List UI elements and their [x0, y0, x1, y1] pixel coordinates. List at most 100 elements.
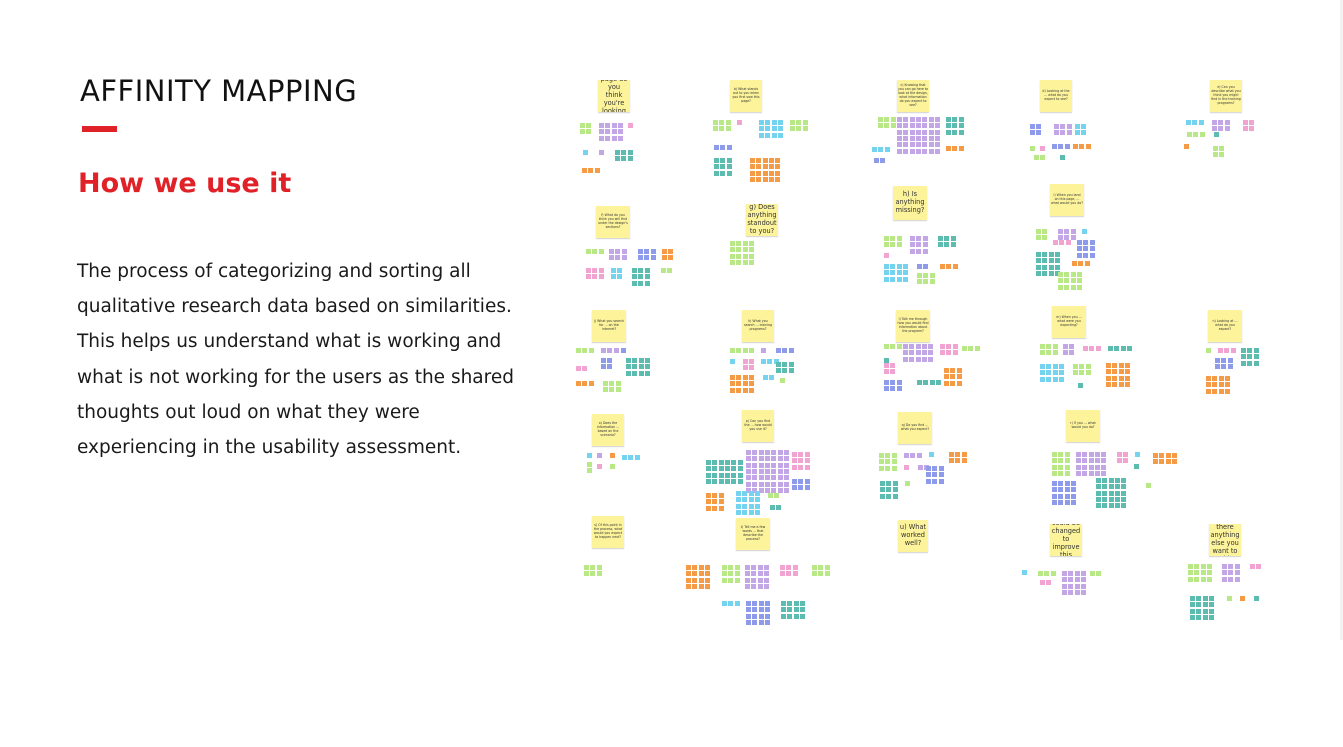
sticky-note: [885, 459, 891, 465]
sticky-note: [692, 571, 698, 577]
sticky-note: [1102, 484, 1108, 490]
sticky-note: [628, 455, 634, 460]
sticky-note: [1202, 608, 1208, 614]
sticky-note: [1040, 370, 1045, 376]
sticky-note: [742, 509, 748, 515]
question-note: q) Do you find ... what you expect?: [898, 412, 932, 444]
sticky-note: [749, 359, 755, 364]
sticky-note: [748, 381, 754, 387]
sticky-note: [1088, 452, 1094, 457]
sticky-note: [615, 156, 620, 162]
sticky-note: [720, 170, 726, 176]
sticky-note: [1228, 576, 1234, 582]
sticky-note: [1064, 235, 1070, 241]
sticky-note: [929, 273, 935, 278]
sticky-note: [932, 472, 938, 478]
sticky-note: [952, 117, 958, 122]
sticky-note: [1124, 363, 1130, 368]
sticky-note: [938, 478, 944, 484]
sticky-note: [1082, 470, 1088, 476]
sticky-note: [1194, 564, 1200, 569]
sticky-note: [1077, 252, 1082, 258]
sticky-note: [1064, 144, 1070, 149]
sticky-note: [775, 158, 781, 163]
sticky-note: [1068, 583, 1074, 589]
sticky-note: [752, 601, 758, 606]
sticky-note: [1241, 348, 1246, 353]
sticky-note: [582, 366, 588, 371]
sticky-note: [1042, 264, 1048, 270]
sticky-note: [777, 487, 783, 493]
sticky-note: [746, 456, 751, 462]
sticky-note: [1030, 130, 1035, 136]
sticky-note: [771, 450, 777, 455]
sticky-note: [1058, 481, 1064, 486]
sticky-note: [940, 350, 945, 356]
sticky-note: [1212, 120, 1217, 125]
sticky-note: [896, 264, 902, 269]
sticky-note: [955, 458, 961, 464]
sticky-note: [764, 619, 770, 625]
sticky-note: [884, 363, 889, 368]
sticky-note: [746, 607, 751, 613]
sticky-note: [638, 370, 644, 376]
sticky-note: [780, 571, 785, 577]
sticky-note: [1040, 580, 1045, 585]
sticky-note: [1218, 120, 1224, 125]
sticky-note: [890, 242, 896, 248]
sticky-note: [638, 274, 644, 280]
sticky-note: [1253, 348, 1259, 353]
sticky-note: [609, 249, 614, 254]
sticky-note: [1052, 350, 1058, 356]
sticky-note: [1112, 375, 1118, 381]
sticky-note: [768, 493, 773, 498]
sticky-note: [1070, 235, 1076, 241]
sticky-note: [922, 236, 928, 241]
sticky-note: [1058, 499, 1064, 505]
sticky-note: [1052, 144, 1057, 149]
sticky-note: [1206, 576, 1212, 582]
sticky-note: [1121, 478, 1127, 483]
sticky-note: [588, 381, 594, 386]
sticky-note: [1070, 499, 1076, 505]
sticky-note: [1228, 564, 1234, 569]
sticky-note: [928, 350, 934, 356]
sticky-note: [922, 129, 928, 135]
sticky-note: [1208, 608, 1214, 614]
sticky-note: [1078, 383, 1083, 388]
sticky-note: [773, 359, 779, 364]
sticky-note: [783, 468, 789, 474]
sticky-note: [950, 242, 956, 248]
sticky-note: [752, 462, 758, 468]
sticky-note: [786, 565, 792, 570]
sticky-note: [1114, 346, 1120, 351]
sticky-note: [1066, 130, 1072, 136]
sticky-note: [632, 358, 638, 363]
sticky-note: [799, 607, 805, 613]
sticky-note: [1058, 364, 1064, 369]
sticky-note: [938, 242, 943, 248]
sticky-note: [928, 117, 934, 122]
sticky-note: [726, 145, 732, 150]
sticky-note: [698, 571, 704, 577]
sticky-note: [592, 268, 598, 273]
sticky-note: [1083, 346, 1088, 351]
sticky-note: [586, 123, 592, 128]
sticky-note: [934, 142, 940, 148]
sticky-note: [720, 145, 726, 150]
sticky-note: [719, 126, 725, 132]
sticky-note: [1159, 453, 1165, 458]
sticky-note: [1082, 229, 1087, 234]
sticky-note: [1114, 478, 1120, 483]
sticky-note: [1048, 258, 1054, 264]
sticky-note: [923, 279, 929, 285]
sticky-note: [949, 452, 954, 457]
sticky-note: [909, 148, 915, 154]
sticky-note: [915, 148, 921, 154]
sticky-note: [1101, 470, 1107, 476]
sticky-note: [1082, 452, 1088, 457]
sticky-note: [1254, 596, 1259, 601]
question-note: h) Is anything missing?: [893, 186, 927, 220]
sticky-note: [1112, 381, 1118, 387]
sticky-note: [909, 350, 915, 356]
